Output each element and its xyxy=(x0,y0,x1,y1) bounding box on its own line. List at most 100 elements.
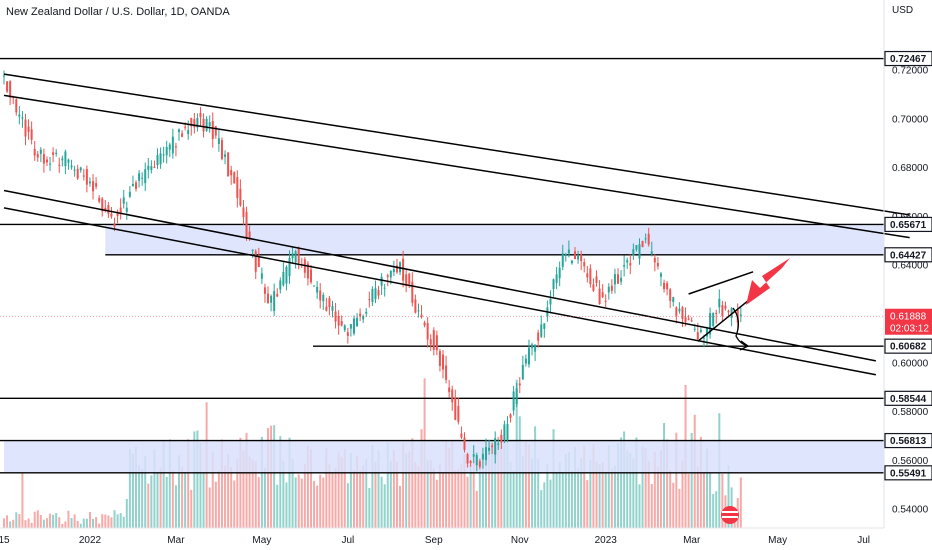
volume-bar xyxy=(322,477,325,528)
candle-body xyxy=(709,313,712,335)
volume-bar xyxy=(45,518,48,528)
candle-body xyxy=(684,317,687,323)
candle-body xyxy=(583,262,586,267)
candle-body xyxy=(150,166,153,170)
volume-bar xyxy=(310,449,312,528)
candle-body xyxy=(383,287,386,289)
tradingview-logo-icon[interactable] xyxy=(721,506,739,524)
candle-body xyxy=(64,151,67,167)
volume-bar xyxy=(690,432,693,528)
logo-bar xyxy=(722,516,738,518)
volume-bar xyxy=(509,461,512,528)
volume-bar xyxy=(531,458,534,528)
volume-bar xyxy=(92,518,95,528)
candle-body xyxy=(101,198,104,212)
candle-body xyxy=(429,339,432,345)
candle-body xyxy=(718,298,721,308)
candle-body xyxy=(67,159,70,163)
candle-body xyxy=(567,249,570,254)
candle-body xyxy=(39,149,42,154)
volume-bar xyxy=(319,474,322,528)
volume-bar xyxy=(699,436,702,528)
candle-body xyxy=(727,310,730,313)
candle-body xyxy=(656,262,659,267)
candle-body xyxy=(537,332,540,341)
volume-bar xyxy=(190,489,193,528)
candle-body xyxy=(3,75,5,77)
candle-body xyxy=(509,414,512,418)
volume-bar xyxy=(727,465,730,528)
volume-bar xyxy=(411,438,414,528)
candle-body xyxy=(193,119,196,128)
level-badge-label: 0.64427 xyxy=(890,250,927,261)
volume-bar xyxy=(721,473,724,528)
y-tick-label: 0.58000 xyxy=(892,407,929,418)
red-arrow-icon xyxy=(746,258,790,305)
candle-body xyxy=(79,167,82,171)
candle-body xyxy=(245,211,248,238)
volume-bar xyxy=(85,518,88,528)
candle-body xyxy=(478,461,481,467)
volume-bar xyxy=(426,460,429,528)
volume-bar xyxy=(52,514,55,528)
volume-bar xyxy=(165,477,168,528)
volume-bar xyxy=(181,467,184,528)
volume-bar xyxy=(380,476,383,528)
y-tick-label: 0.68000 xyxy=(892,163,929,174)
volume-bar xyxy=(227,454,230,528)
candle-body xyxy=(675,307,678,316)
y-tick-label: 0.60000 xyxy=(892,358,929,369)
current-price-label: 0.61888 xyxy=(890,312,927,323)
x-tick-label: Nov xyxy=(511,535,529,546)
volume-bar xyxy=(555,472,558,528)
candle-body xyxy=(273,291,276,311)
volume-bar xyxy=(220,439,223,528)
volume-bar xyxy=(702,473,705,528)
volume-bar xyxy=(564,453,567,528)
volume-bar xyxy=(214,481,217,528)
candle-body xyxy=(503,424,506,440)
candle-body xyxy=(659,273,662,277)
candle-body xyxy=(334,311,337,322)
candle-body xyxy=(549,298,552,305)
volume-bar xyxy=(604,472,607,528)
volume-bar xyxy=(595,461,598,528)
candle-body xyxy=(27,126,30,132)
candle-body xyxy=(693,328,696,330)
candle-body xyxy=(356,317,359,327)
candle-body xyxy=(420,314,423,318)
candle-body xyxy=(475,455,478,466)
volume-bar xyxy=(3,518,5,528)
volume-bar xyxy=(466,476,469,528)
level-badge-label: 0.58544 xyxy=(890,394,927,405)
candle-body xyxy=(224,154,227,157)
candle-body xyxy=(626,260,629,263)
volume-bar xyxy=(116,514,119,528)
volume-bar xyxy=(300,478,303,528)
volume-bar xyxy=(534,426,537,528)
candle-body xyxy=(128,191,131,197)
candle-body xyxy=(294,251,297,263)
volume-bar xyxy=(257,477,260,528)
volume-bar xyxy=(36,510,39,528)
volume-bar xyxy=(251,459,254,528)
candle-body xyxy=(577,254,580,260)
level-badge xyxy=(884,216,932,233)
volume-bar xyxy=(131,453,134,528)
volume-bar xyxy=(184,472,187,528)
candle-body xyxy=(706,327,709,337)
candle-body xyxy=(558,267,561,279)
candle-body xyxy=(98,197,101,202)
volume-bar xyxy=(110,517,113,528)
volume-bar xyxy=(294,477,297,528)
volume-bar xyxy=(230,466,233,528)
candle-body xyxy=(564,253,567,257)
level-badge xyxy=(884,432,932,449)
volume-bar xyxy=(653,451,656,528)
candle-body xyxy=(76,168,79,179)
candle-body xyxy=(174,146,177,148)
candle-body xyxy=(690,320,693,322)
volume-bar xyxy=(451,441,454,528)
candle-body xyxy=(61,158,64,161)
